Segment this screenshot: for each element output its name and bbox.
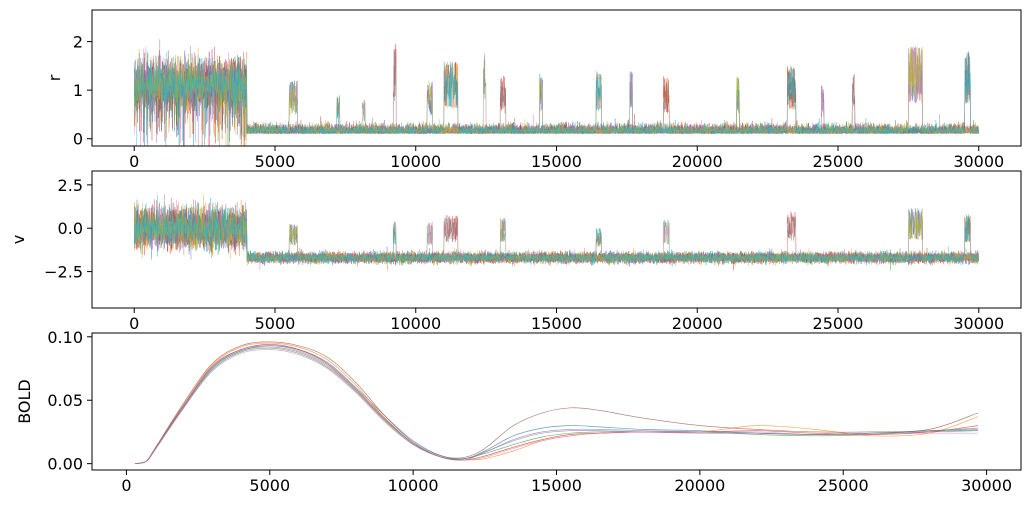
x-tick-label: 30000 (953, 314, 1004, 333)
bold-series-line (134, 341, 979, 465)
x-tick-label: 5000 (255, 152, 296, 171)
r-series-line (133, 39, 979, 146)
x-tick-label: 25000 (818, 476, 869, 495)
x-tick-label: 5000 (249, 476, 290, 495)
y-tick-label: 2 (73, 33, 83, 52)
bold-x-axis: 0 5000 10000 15000 20000 25000 30000 (121, 470, 1012, 495)
v-traces (133, 194, 979, 271)
x-tick-label: 15000 (531, 314, 582, 333)
y-tick-label: 0.05 (47, 391, 83, 410)
bold-series-line (134, 346, 979, 465)
y-tick-label: 0 (73, 130, 83, 149)
bold-series-line (134, 349, 979, 465)
x-tick-label: 10000 (390, 314, 441, 333)
bold-y-label: BOLD (15, 379, 34, 424)
x-tick-label: 0 (129, 314, 139, 333)
r-y-axis: 0 1 2 (73, 33, 92, 149)
x-tick-label: 0 (121, 476, 131, 495)
bold-traces (134, 341, 979, 465)
r-series-line (133, 51, 979, 146)
x-tick-label: 15000 (531, 476, 582, 495)
x-tick-label: 20000 (672, 314, 723, 333)
bold-y-axis: 0.00 0.05 0.10 (47, 328, 92, 474)
y-tick-label: −2.5 (44, 263, 83, 282)
bold-series-line (134, 345, 979, 465)
v-x-axis: 0 5000 10000 15000 20000 25000 30000 (129, 308, 1004, 333)
x-tick-label: 25000 (813, 152, 864, 171)
x-tick-label: 20000 (672, 152, 723, 171)
y-tick-label: 1 (73, 81, 83, 100)
panel-v: 0 5000 10000 15000 20000 25000 30000 2.5 0.0 −2.… (9, 170, 1022, 333)
bold-series-line (134, 345, 979, 465)
x-tick-label: 30000 (953, 152, 1004, 171)
bold-series-line (134, 344, 979, 465)
v-y-label: v (9, 235, 28, 244)
r-traces (133, 39, 979, 146)
panel-bold: 0 5000 10000 15000 20000 25000 30000 0.000.050… (15, 328, 1022, 495)
v-series-line (133, 194, 979, 266)
panel-r: 0 5000 10000 15000 20000 25000 30000 0 1 2 r (45, 9, 1022, 171)
x-tick-label: 15000 (531, 152, 582, 171)
y-tick-label: 0.0 (58, 219, 83, 238)
x-tick-label: 10000 (388, 476, 439, 495)
x-tick-label: 5000 (255, 314, 296, 333)
bold-series-line (134, 342, 979, 465)
x-tick-label: 10000 (390, 152, 441, 171)
bold-series-line (134, 347, 979, 465)
y-tick-label: 2.5 (58, 176, 83, 195)
r-x-axis: 0 5000 10000 15000 20000 25000 30000 (129, 146, 1004, 171)
x-tick-label: 20000 (674, 476, 725, 495)
x-tick-label: 25000 (813, 314, 864, 333)
y-tick-label: 0.00 (47, 455, 83, 474)
r-y-label: r (45, 74, 64, 81)
x-tick-label: 30000 (961, 476, 1012, 495)
y-tick-label: 0.10 (47, 328, 83, 347)
v-y-axis: 2.5 0.0 −2.5 (44, 176, 92, 282)
x-tick-label: 0 (129, 152, 139, 171)
